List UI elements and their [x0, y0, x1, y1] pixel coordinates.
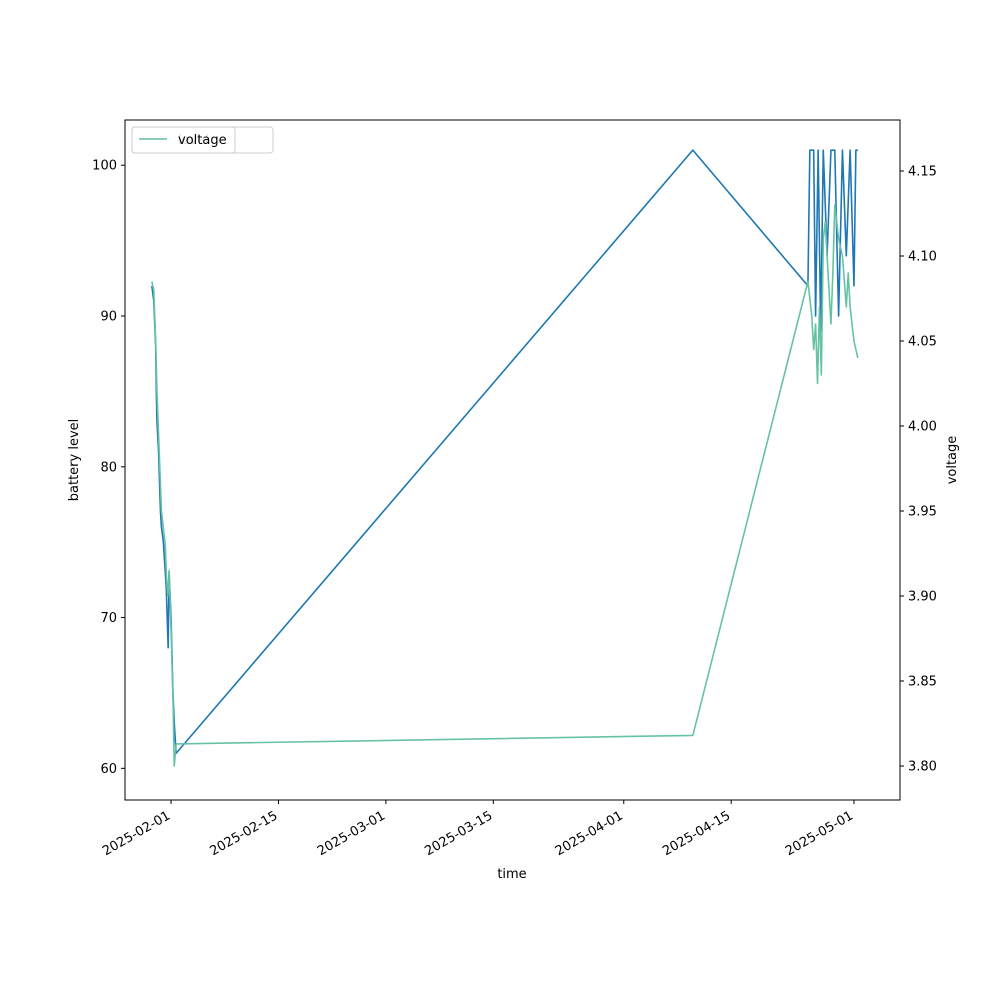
y-right-tick-label: 4.00: [908, 420, 937, 435]
y-right-tick-label: 3.80: [908, 760, 937, 775]
y-right-tick-label: 4.10: [908, 250, 937, 265]
y-right-tick-label: 4.15: [908, 165, 937, 180]
y-right-tick-label: 3.90: [908, 590, 937, 605]
series-line-voltage: [151, 204, 859, 767]
x-axis-label: time: [497, 867, 526, 882]
y-left-tick-label: 70: [100, 611, 117, 626]
series-layer: [151, 149, 859, 767]
series-line-level: [151, 149, 858, 755]
y-left-tick-label: 80: [100, 460, 117, 475]
y-right-tick-label: 3.95: [908, 505, 937, 520]
y-left-tick-label: 60: [100, 762, 117, 777]
y-left-tick-label: 100: [92, 159, 117, 174]
y-axis-right: 3.80 3.85 3.90 3.95 4.00 4.05 4.10 4.15: [900, 165, 937, 775]
y-axis-left-label: battery level: [67, 419, 82, 502]
y-right-tick-label: 4.05: [908, 335, 937, 350]
legend-label-voltage: voltage: [178, 133, 227, 148]
legend: level voltage: [131, 126, 274, 154]
axes-frame: [124, 119, 901, 801]
legend-box-overlay: [131, 126, 236, 154]
y-right-tick-label: 3.85: [908, 675, 937, 690]
y-left-tick-label: 90: [100, 310, 117, 325]
y-axis-left: 60 70 80 90 100: [92, 159, 125, 777]
y-axis-right-label: voltage: [945, 436, 960, 485]
